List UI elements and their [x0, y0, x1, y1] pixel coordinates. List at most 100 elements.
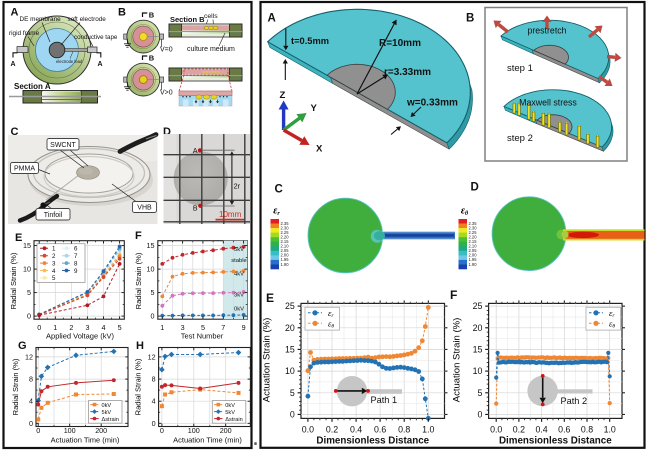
svg-text:soft electrode: soft electrode — [68, 16, 107, 23]
svg-text:200: 200 — [95, 426, 107, 435]
svg-text:2.30: 2.30 — [281, 225, 290, 230]
svg-text:εr: εr — [609, 308, 615, 319]
svg-text:5: 5 — [201, 323, 205, 332]
svg-text:0: 0 — [477, 409, 482, 419]
svg-text:8: 8 — [152, 375, 156, 384]
svg-text:F: F — [450, 288, 457, 302]
svg-text:B: B — [149, 10, 155, 19]
svg-text:εr: εr — [273, 206, 280, 218]
svg-text:0.6: 0.6 — [558, 425, 570, 435]
svg-text:12: 12 — [25, 352, 33, 361]
svg-text:Actuation Strain (%): Actuation Strain (%) — [262, 318, 273, 402]
svg-text:1: 1 — [53, 323, 57, 332]
svg-text:2.30: 2.30 — [469, 225, 478, 230]
svg-text:Δstrain: Δstrain — [102, 417, 119, 423]
svg-text:15: 15 — [23, 241, 31, 250]
svg-text:1: 1 — [160, 323, 164, 332]
svg-text:2.20: 2.20 — [469, 234, 478, 239]
svg-text:Dimensionless Distance: Dimensionless Distance — [316, 436, 429, 447]
svg-text:Y: Y — [311, 103, 318, 114]
svg-text:B: B — [466, 12, 474, 24]
svg-text:5: 5 — [477, 388, 482, 398]
svg-text:4: 4 — [29, 397, 33, 406]
svg-text:εθ: εθ — [609, 318, 615, 329]
svg-text:PMMA: PMMA — [14, 166, 35, 173]
svg-text:Applied Voltage (kV): Applied Voltage (kV) — [46, 332, 114, 341]
svg-text:2.00: 2.00 — [469, 253, 478, 258]
svg-text:prestretch: prestretch — [527, 26, 566, 36]
svg-text:0.4: 0.4 — [350, 425, 362, 435]
svg-text:C: C — [275, 184, 283, 196]
svg-text:5: 5 — [151, 288, 155, 297]
svg-text:8: 8 — [29, 375, 33, 384]
svg-text:1.90: 1.90 — [281, 262, 290, 267]
svg-text:DE membrane: DE membrane — [20, 16, 62, 23]
svg-text:10: 10 — [147, 265, 155, 274]
svg-text:3: 3 — [181, 323, 185, 332]
svg-text:w=0.33mm: w=0.33mm — [406, 98, 458, 109]
svg-text:2.10: 2.10 — [281, 244, 290, 249]
svg-text:A: A — [11, 61, 16, 68]
svg-text:Actuation Time (min): Actuation Time (min) — [51, 436, 120, 445]
svg-text:0.4: 0.4 — [535, 425, 547, 435]
svg-text:7: 7 — [74, 253, 78, 260]
svg-text:8: 8 — [74, 260, 78, 267]
svg-text:εθ: εθ — [328, 318, 334, 329]
svg-text:Radial Strain (%): Radial Strain (%) — [11, 358, 20, 415]
svg-text:15: 15 — [147, 241, 155, 250]
svg-text:1.0: 1.0 — [604, 425, 616, 435]
svg-text:culture medium: culture medium — [187, 46, 235, 53]
svg-text:1.90: 1.90 — [469, 262, 478, 267]
svg-text:9: 9 — [242, 323, 246, 332]
svg-text:Radial Strain (%): Radial Strain (%) — [9, 252, 18, 309]
svg-text:Z: Z — [280, 90, 286, 101]
svg-text:5kV: 5kV — [225, 410, 235, 416]
svg-text:B: B — [149, 53, 155, 62]
svg-text:2.00: 2.00 — [281, 253, 290, 258]
svg-text:step 1: step 1 — [507, 63, 533, 74]
svg-text:3: 3 — [85, 323, 89, 332]
svg-text:X: X — [316, 144, 323, 155]
svg-text:25: 25 — [285, 301, 295, 311]
svg-text:2.15: 2.15 — [281, 239, 290, 244]
svg-text:10: 10 — [473, 366, 483, 376]
svg-text:Section B: Section B — [170, 15, 205, 24]
svg-text:0.2: 0.2 — [326, 425, 338, 435]
svg-text:2.25: 2.25 — [469, 230, 478, 235]
svg-text:0: 0 — [160, 426, 164, 435]
svg-text:5kV: 5kV — [102, 410, 112, 416]
svg-text:0.2: 0.2 — [513, 425, 525, 435]
svg-text:C: C — [11, 126, 19, 138]
svg-text:Tinfoil: Tinfoil — [44, 212, 63, 219]
svg-text:0.0: 0.0 — [490, 425, 502, 435]
svg-text:εr: εr — [328, 308, 334, 319]
svg-text:15: 15 — [285, 344, 295, 354]
svg-text:3kV: 3kV — [234, 293, 244, 299]
svg-text:Path 2: Path 2 — [561, 396, 588, 406]
svg-text:t=0.5mm: t=0.5mm — [291, 36, 329, 46]
svg-text:2r: 2r — [234, 182, 241, 191]
svg-text:A: A — [268, 12, 276, 24]
svg-text:1.95: 1.95 — [469, 257, 478, 262]
svg-text:2.10: 2.10 — [469, 244, 478, 249]
svg-text:0: 0 — [36, 426, 40, 435]
svg-text:step 2: step 2 — [507, 133, 533, 144]
svg-text:2.20: 2.20 — [281, 234, 290, 239]
svg-text:rigid frame: rigid frame — [9, 30, 40, 37]
svg-text:2.35: 2.35 — [281, 221, 290, 226]
svg-text:0: 0 — [151, 312, 155, 321]
svg-text:25: 25 — [473, 301, 483, 311]
svg-text:200: 200 — [220, 426, 232, 435]
svg-text:0.6: 0.6 — [374, 425, 386, 435]
svg-text:Dimensionless Distance: Dimensionless Distance — [499, 436, 612, 447]
svg-text:Maxwell stress: Maxwell stress — [519, 98, 577, 108]
svg-text:2.25: 2.25 — [281, 230, 290, 235]
svg-text:F: F — [135, 230, 142, 242]
svg-text:3: 3 — [52, 260, 56, 267]
svg-text:4kV: 4kV — [234, 272, 244, 278]
svg-text:G: G — [18, 340, 27, 352]
svg-text:A: A — [11, 6, 19, 18]
svg-text:1.0: 1.0 — [422, 425, 434, 435]
svg-text:2.35: 2.35 — [469, 221, 478, 226]
svg-text:1.95: 1.95 — [281, 257, 290, 262]
